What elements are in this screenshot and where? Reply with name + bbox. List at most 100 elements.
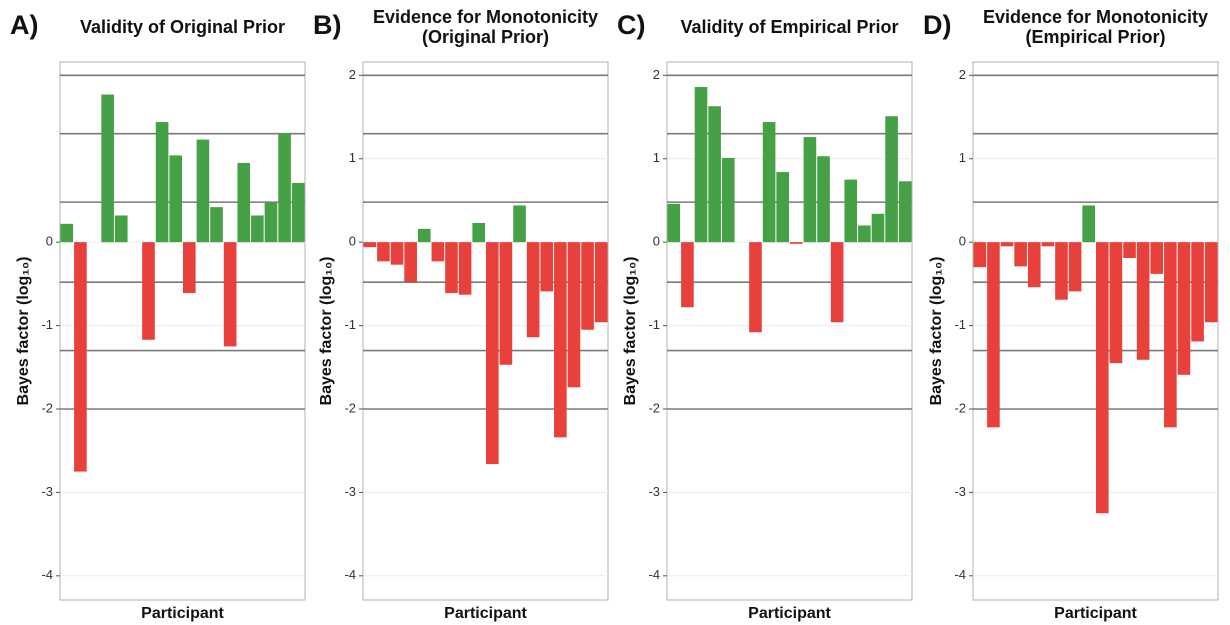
bar bbox=[790, 242, 803, 244]
x-axis-label: Participant bbox=[141, 605, 224, 622]
panel: 2 1 0 -1 -2 -3 -4 Validity of Empirical Prior C)… bbox=[617, 10, 913, 622]
bar bbox=[762, 122, 776, 243]
bar bbox=[499, 242, 513, 365]
bar bbox=[1109, 242, 1123, 364]
panel-label: A) bbox=[10, 10, 39, 40]
bar bbox=[1204, 242, 1218, 323]
bar bbox=[486, 242, 499, 465]
bar bbox=[417, 228, 431, 243]
bar bbox=[749, 242, 762, 333]
y-tick-label: -3 bbox=[41, 484, 53, 499]
bar bbox=[667, 203, 681, 243]
bar bbox=[1041, 242, 1055, 247]
bar bbox=[844, 179, 858, 243]
y-tick-label: -4 bbox=[41, 567, 53, 582]
plot-area bbox=[362, 61, 609, 601]
y-tick-label: -4 bbox=[344, 567, 356, 582]
y-tick-label: -2 bbox=[41, 400, 53, 415]
plot-area bbox=[666, 61, 913, 601]
y-tick-label: -2 bbox=[344, 400, 356, 415]
bar bbox=[694, 87, 708, 243]
chart-title: Evidence for Monotonicity bbox=[373, 7, 598, 27]
bar bbox=[803, 137, 817, 243]
y-tick-label: -3 bbox=[648, 484, 660, 499]
panel-label: B) bbox=[313, 10, 342, 40]
bar bbox=[1123, 242, 1136, 259]
bar bbox=[60, 223, 74, 243]
bar bbox=[445, 242, 458, 294]
bar bbox=[973, 242, 987, 268]
bar bbox=[404, 242, 417, 283]
x-axis-label: Participant bbox=[748, 605, 831, 622]
plot-area bbox=[59, 61, 306, 601]
y-tick-label: -4 bbox=[954, 567, 966, 582]
bar bbox=[1191, 242, 1204, 342]
bar bbox=[101, 94, 114, 243]
y-tick-label: 0 bbox=[959, 234, 966, 249]
bar bbox=[114, 215, 128, 243]
bar bbox=[567, 242, 581, 388]
plot-area bbox=[972, 61, 1219, 601]
bar bbox=[513, 205, 526, 243]
chart-title: (Empirical Prior) bbox=[1025, 27, 1165, 47]
bar bbox=[721, 157, 735, 243]
panel-label: D) bbox=[923, 10, 952, 40]
bar bbox=[431, 242, 445, 262]
bar bbox=[74, 242, 87, 472]
bar bbox=[210, 207, 223, 243]
bar bbox=[594, 242, 608, 323]
bar bbox=[581, 242, 594, 330]
x-axis-label: Participant bbox=[444, 605, 527, 622]
bar bbox=[390, 242, 404, 265]
bar bbox=[1014, 242, 1027, 267]
y-tick-label: 0 bbox=[46, 234, 53, 249]
panel-label: C) bbox=[617, 10, 646, 40]
y-tick-label: -1 bbox=[954, 317, 966, 332]
y-tick-label: 0 bbox=[653, 234, 660, 249]
bar bbox=[681, 242, 694, 308]
bar bbox=[363, 242, 377, 248]
chart-title: Validity of Original Prior bbox=[80, 17, 285, 37]
y-tick-label: 2 bbox=[349, 67, 356, 82]
bar bbox=[237, 162, 251, 243]
y-tick-label: 1 bbox=[959, 150, 966, 165]
bar bbox=[278, 133, 291, 243]
bar bbox=[858, 225, 871, 243]
y-tick-label: 0 bbox=[349, 234, 356, 249]
y-tick-label: -1 bbox=[344, 317, 356, 332]
y-tick-label: -2 bbox=[648, 400, 660, 415]
bar bbox=[155, 122, 169, 243]
y-tick-label: 2 bbox=[653, 67, 660, 82]
bar bbox=[1177, 242, 1191, 375]
panel: 2 1 0 -1 -2 -3 -4 Evidence for Monotonicity(Emp… bbox=[923, 7, 1219, 622]
bar bbox=[1055, 242, 1068, 300]
x-axis-label: Participant bbox=[1054, 605, 1137, 622]
bar bbox=[1082, 205, 1095, 243]
bar bbox=[1068, 242, 1082, 292]
bar bbox=[885, 116, 898, 243]
bar bbox=[264, 202, 278, 243]
y-axis-label: Bayes factor (log₁₀) bbox=[622, 257, 639, 406]
y-tick-label: -2 bbox=[954, 400, 966, 415]
bar bbox=[871, 213, 885, 243]
y-axis-label: Bayes factor (log₁₀) bbox=[928, 257, 945, 406]
bar bbox=[223, 242, 237, 347]
bar bbox=[142, 242, 155, 340]
chart-title: Validity of Empirical Prior bbox=[680, 17, 898, 37]
bar bbox=[169, 155, 182, 243]
y-axis-label: Bayes factor (log₁₀) bbox=[318, 257, 335, 406]
chart-title: (Original Prior) bbox=[422, 27, 549, 47]
y-tick-label: -1 bbox=[41, 317, 53, 332]
bar bbox=[540, 242, 554, 292]
panel: 0 -1 -2 -3 -4 Validity of Original Prior A) Par… bbox=[10, 10, 306, 622]
bar bbox=[1000, 242, 1014, 247]
bar bbox=[1096, 242, 1109, 514]
bar bbox=[898, 181, 912, 243]
bar bbox=[776, 172, 789, 243]
bar bbox=[554, 242, 567, 438]
bar bbox=[472, 222, 485, 243]
bar bbox=[377, 242, 390, 262]
bar bbox=[196, 139, 210, 243]
bar bbox=[1136, 242, 1150, 360]
